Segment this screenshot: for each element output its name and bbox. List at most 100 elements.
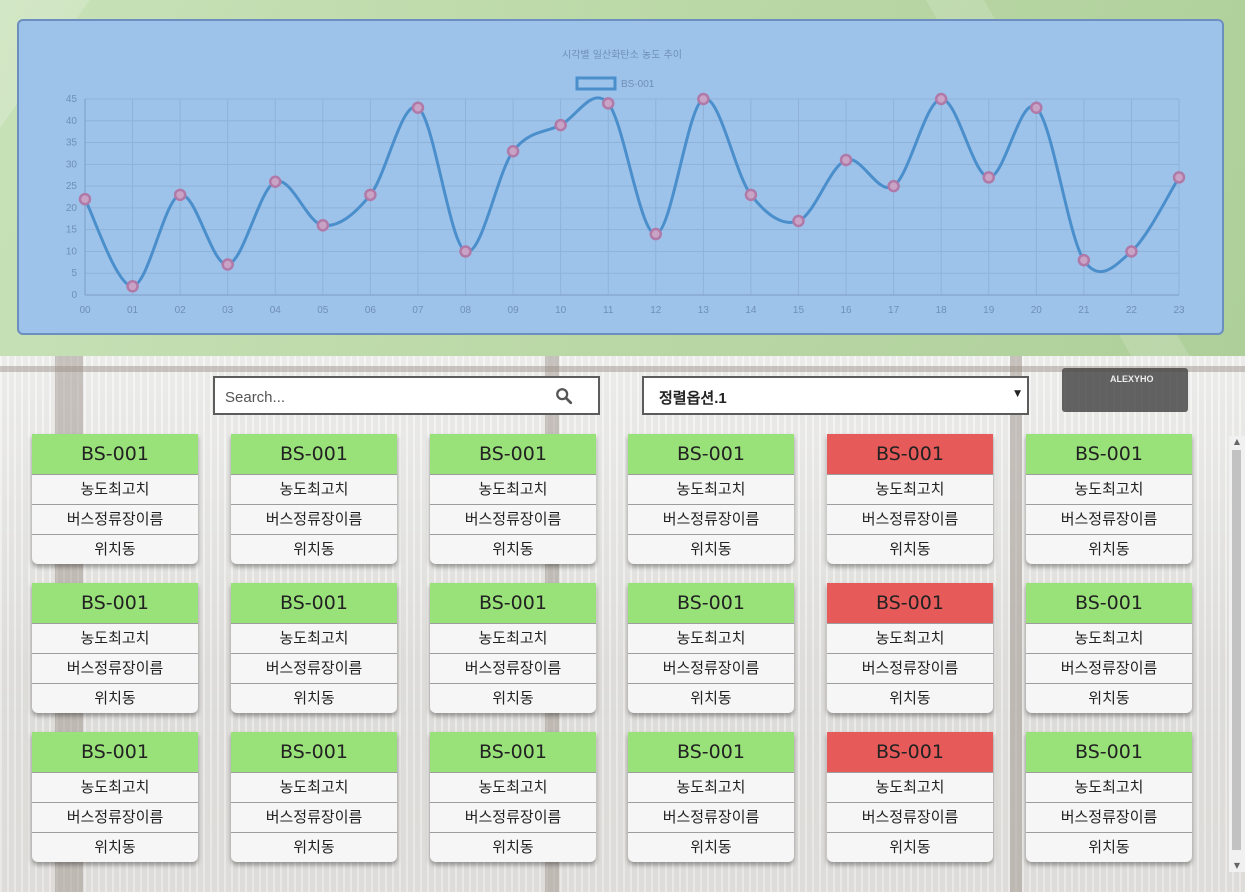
data-point <box>601 97 615 110</box>
data-point <box>364 188 377 202</box>
data-point <box>554 118 567 132</box>
x-tick-label: 11 <box>603 305 614 316</box>
station-id: BS-001 <box>430 732 596 772</box>
data-point <box>126 280 139 293</box>
y-tick-label: 15 <box>66 225 78 236</box>
location-label: 위치동 <box>1026 832 1192 862</box>
x-tick-label: 17 <box>888 305 900 316</box>
station-card[interactable]: BS-001 농도최고치 버스정류장이름 위치동 <box>827 583 993 713</box>
data-point <box>316 219 330 232</box>
bus-stop-name: 버스정류장이름 <box>430 504 596 534</box>
station-card[interactable]: BS-001 농도최고치 버스정류장이름 위치동 <box>1026 732 1192 862</box>
location-label: 위치동 <box>32 832 198 862</box>
station-card[interactable]: BS-001 농도최고치 버스정류장이름 위치동 <box>32 732 198 862</box>
station-card[interactable]: BS-001 농도최고치 버스정류장이름 위치동 <box>32 583 198 713</box>
x-tick-label: 05 <box>317 305 329 316</box>
station-id: BS-001 <box>827 583 993 623</box>
x-tick-label: 10 <box>555 305 567 316</box>
location-label: 위치동 <box>32 683 198 713</box>
station-card[interactable]: BS-001 농도최고치 버스정류장이름 위치동 <box>1026 434 1192 564</box>
station-id: BS-001 <box>430 583 596 623</box>
data-point <box>173 188 187 202</box>
y-tick-label: 30 <box>66 159 78 170</box>
station-card[interactable]: BS-001 농도최고치 버스정류장이름 위치동 <box>32 434 198 564</box>
concentration-peak-label: 농도최고치 <box>628 772 794 802</box>
location-label: 위치동 <box>1026 683 1192 713</box>
station-card[interactable]: BS-001 농도최고치 버스정류장이름 위치동 <box>1026 583 1192 713</box>
station-card[interactable]: BS-001 농도최고치 버스정류장이름 위치동 <box>628 583 794 713</box>
x-tick-label: 07 <box>412 305 424 316</box>
data-point <box>459 245 472 258</box>
scroll-down-arrow-icon[interactable]: ▼ <box>1233 861 1241 870</box>
station-card[interactable]: BS-001 농도최고치 버스정류장이름 위치동 <box>430 434 596 564</box>
data-point <box>744 188 758 202</box>
sort-selected-value: 정렬옵션.1 <box>659 390 727 407</box>
station-id: BS-001 <box>430 434 596 474</box>
data-point <box>839 153 853 167</box>
x-tick-label: 12 <box>650 305 662 316</box>
y-tick-label: 45 <box>66 94 78 105</box>
x-tick-label: 02 <box>175 305 187 316</box>
station-id: BS-001 <box>1026 732 1192 772</box>
station-id: BS-001 <box>231 732 397 772</box>
x-tick-label: 22 <box>1126 305 1138 316</box>
bus-stop-name: 버스정류장이름 <box>231 802 397 832</box>
scroll-thumb[interactable] <box>1232 450 1241 850</box>
search-icon[interactable] <box>555 387 573 405</box>
x-tick-label: 09 <box>508 305 520 316</box>
scrollbar[interactable]: ▲ ▼ <box>1229 436 1245 872</box>
station-card[interactable]: BS-001 농도최고치 버스정류장이름 위치동 <box>827 732 993 862</box>
y-tick-label: 5 <box>71 268 77 279</box>
y-tick-label: 40 <box>66 116 78 127</box>
search-input[interactable] <box>223 384 547 410</box>
station-id: BS-001 <box>628 583 794 623</box>
search-box[interactable] <box>213 376 600 415</box>
location-label: 위치동 <box>231 683 397 713</box>
concentration-peak-label: 농도최고치 <box>827 772 993 802</box>
data-point <box>506 145 520 158</box>
concentration-peak-label: 농도최고치 <box>32 623 198 653</box>
station-id: BS-001 <box>628 434 794 474</box>
station-card[interactable]: BS-001 농도최고치 버스정류장이름 위치동 <box>430 732 596 862</box>
data-point <box>1030 101 1043 114</box>
station-id: BS-001 <box>32 434 198 474</box>
location-label: 위치동 <box>827 534 993 564</box>
bus-stop-name: 버스정류장이름 <box>827 802 993 832</box>
data-point <box>269 175 282 189</box>
sort-select[interactable]: 정렬옵션.1 ▼ <box>642 376 1029 415</box>
bus-stop-name: 버스정류장이름 <box>430 802 596 832</box>
concentration-peak-label: 농도최고치 <box>1026 474 1192 504</box>
concentration-peak-label: 농도최고치 <box>231 623 397 653</box>
concentration-peak-label: 농도최고치 <box>430 474 596 504</box>
scroll-up-arrow-icon[interactable]: ▲ <box>1233 437 1241 446</box>
concentration-peak-label: 농도최고치 <box>32 772 198 802</box>
station-card[interactable]: BS-001 농도최고치 버스정류장이름 위치동 <box>231 732 397 862</box>
station-card[interactable]: BS-001 농도최고치 버스정류장이름 위치동 <box>231 583 397 713</box>
concentration-peak-label: 농도최고치 <box>32 474 198 504</box>
data-point <box>221 258 234 271</box>
data-point <box>1172 171 1186 184</box>
station-id: BS-001 <box>32 583 198 623</box>
concentration-peak-label: 농도최고치 <box>1026 772 1192 802</box>
location-label: 위치동 <box>231 832 397 862</box>
location-label: 위치동 <box>628 683 794 713</box>
x-tick-label: 14 <box>745 305 757 316</box>
concentration-peak-label: 농도최고치 <box>628 474 794 504</box>
station-id: BS-001 <box>231 434 397 474</box>
x-tick-label: 18 <box>936 305 948 316</box>
concentration-peak-label: 농도최고치 <box>430 772 596 802</box>
station-card[interactable]: BS-001 농도최고치 버스정류장이름 위치동 <box>430 583 596 713</box>
station-card[interactable]: BS-001 농도최고치 버스정류장이름 위치동 <box>827 434 993 564</box>
chart-panel: 0 5 10 15 20 25 30 35 40 45 00 01 02 03 04 05 06 07 08 09 10… <box>17 19 1224 335</box>
legend-swatch <box>575 76 617 91</box>
concentration-peak-label: 농도최고치 <box>827 474 993 504</box>
station-id: BS-001 <box>827 732 993 772</box>
station-card[interactable]: BS-001 농도최고치 버스정류장이름 위치동 <box>628 732 794 862</box>
station-card[interactable]: BS-001 농도최고치 버스정류장이름 위치동 <box>231 434 397 564</box>
bus-stop-name: 버스정류장이름 <box>231 504 397 534</box>
station-id: BS-001 <box>628 732 794 772</box>
station-card[interactable]: BS-001 농도최고치 버스정류장이름 위치동 <box>628 434 794 564</box>
location-label: 위치동 <box>827 683 993 713</box>
bus-stop-name: 버스정류장이름 <box>628 802 794 832</box>
